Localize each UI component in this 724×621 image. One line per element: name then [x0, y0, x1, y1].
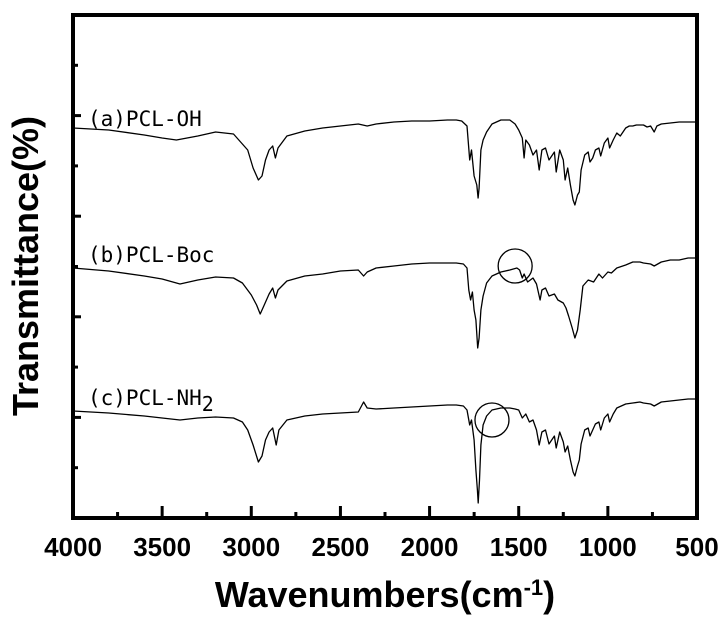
x-axis-tick-labels: 4000 3500 3000 2500 2000 1500 1000 500	[44, 532, 719, 562]
series-line	[72, 398, 697, 504]
series-label: (b)PCL-Boc	[88, 243, 214, 267]
x-tick-label: 3500	[133, 532, 191, 562]
x-axis-title: Wavenumbers(cm-1)	[215, 574, 555, 615]
series-line	[72, 119, 697, 206]
y-axis-title: Transmittance(%)	[5, 116, 46, 416]
x-tick-label: 2000	[401, 532, 459, 562]
annotation-circle	[497, 248, 533, 284]
series-lines	[72, 119, 697, 504]
series-line	[72, 257, 697, 349]
x-tick-label: 1000	[579, 532, 637, 562]
series-label: (c)PCL-NH2	[88, 386, 214, 416]
x-tick-label: 500	[675, 532, 718, 562]
y-axis-ticks	[73, 13, 81, 520]
series-labels: (a)PCL-OH (b)PCL-Boc (c)PCL-NH2	[88, 107, 214, 416]
annotation-circles	[474, 248, 533, 438]
x-tick-label: 3000	[222, 532, 280, 562]
x-tick-label: 1500	[490, 532, 548, 562]
x-tick-label: 2500	[312, 532, 370, 562]
x-axis-ticks	[71, 506, 699, 518]
x-tick-label: 4000	[44, 532, 102, 562]
series-label: (a)PCL-OH	[88, 107, 202, 131]
annotation-circle	[474, 402, 510, 438]
